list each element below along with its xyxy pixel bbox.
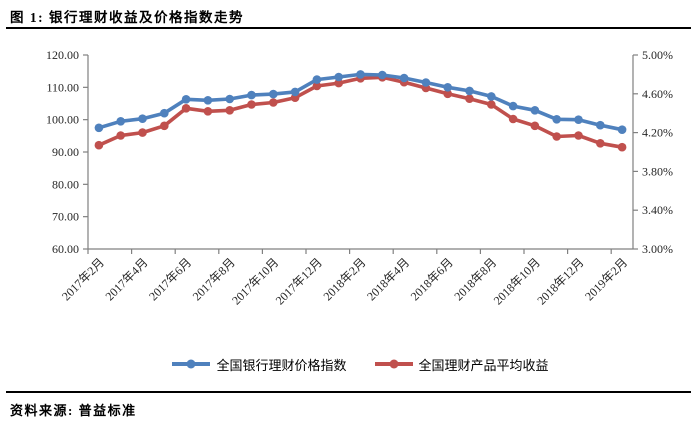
data-point-marker [203, 96, 213, 105]
legend-dot-average-yield-icon [389, 359, 398, 369]
data-point-marker [312, 81, 322, 91]
data-point-marker [443, 89, 453, 99]
chart-legend: 全国银行理财价格指数 全国理财产品平均收益 [88, 353, 633, 375]
data-point-marker [181, 95, 191, 104]
x-axis-tick-label: 2018年4月 [364, 255, 412, 303]
data-point-marker [160, 108, 169, 118]
data-point-marker [443, 83, 453, 92]
x-axis-tick-label: 2017年12月 [273, 255, 325, 307]
data-point-marker [508, 114, 518, 124]
legend-label-average-yield: 全国理财产品平均收益 [418, 357, 549, 373]
data-point-marker [465, 94, 474, 103]
y-axis-right-tick-label: 4.60% [642, 87, 673, 101]
y-axis-right-tick-label: 5.00% [642, 48, 673, 62]
x-axis-tick-label: 2018年12月 [534, 255, 586, 307]
data-point-marker [290, 87, 300, 97]
data-point-marker [94, 123, 104, 133]
y-axis-left-tick-label: 70.00 [52, 210, 79, 224]
data-point-marker [269, 89, 278, 99]
y-axis-left: 120.00 110.00 100.00 90.00 80.00 70.00 60.00 [46, 48, 88, 256]
x-axis-tick-label: 2018年2月 [321, 255, 369, 303]
legend-marker-average-yield-icon [374, 359, 413, 369]
y-axis-left-tick-label: 90.00 [52, 145, 79, 159]
data-point-marker [421, 78, 431, 87]
y-axis-right: 5.00% 4.60% 4.20% 3.80% 3.40% 3.00% [633, 48, 673, 256]
data-point-marker [138, 128, 147, 137]
legend-dot-price-index-icon [186, 359, 196, 369]
data-point-marker [487, 92, 496, 101]
series-average-yield [94, 73, 627, 152]
legend-item-average-yield: 全国理财产品平均收益 [374, 355, 549, 374]
data-point-marker [334, 78, 344, 88]
dual-axis-line-chart: 120.00 110.00 100.00 90.00 80.00 70.00 60.00 5.… [46, 48, 673, 308]
y-axis-left-tick-label: 60.00 [52, 242, 79, 256]
data-point-marker [160, 121, 169, 131]
data-point-marker [247, 90, 256, 100]
data-point-marker [225, 94, 234, 104]
axes [87, 55, 634, 250]
y-axis-right-tick-label: 4.20% [642, 126, 673, 140]
data-point-marker [334, 72, 344, 82]
legend-marker-price-index-icon [172, 359, 211, 369]
data-point-marker [552, 132, 561, 141]
data-point-marker [530, 121, 540, 131]
data-point-marker [487, 100, 496, 109]
figure-title: 图 1: 银行理财收益及价格指数走势 [10, 10, 244, 25]
x-axis-tick-label: 2017年6月 [146, 255, 194, 303]
x-axis: 2017年2月2017年4月2017年6月2017年8月2017年10月2017… [59, 249, 630, 308]
x-axis-tick-label: 2017年4月 [103, 255, 151, 303]
data-point-marker [116, 131, 125, 140]
series-line [97, 72, 624, 132]
data-point-marker [312, 75, 322, 84]
legend-label-price-index: 全国银行理财价格指数 [216, 357, 347, 373]
data-point-marker [356, 70, 365, 79]
x-axis-tick-label: 2018年6月 [408, 255, 456, 303]
data-point-marker [574, 131, 583, 140]
data-point-marker [138, 114, 147, 123]
title-divider-rule [6, 27, 691, 29]
x-axis-tick-label: 2017年2月 [59, 255, 107, 303]
data-point-marker [378, 70, 387, 80]
data-point-marker [247, 100, 256, 109]
series-price-index [94, 70, 627, 134]
data-point-marker [508, 101, 518, 111]
data-point-marker [269, 98, 278, 107]
data-point-marker [465, 86, 474, 96]
data-point-marker [596, 139, 605, 148]
data-point-marker [530, 106, 540, 115]
y-axis-right-tick-label: 3.40% [642, 203, 673, 217]
data-point-marker [552, 115, 561, 124]
y-axis-left-tick-label: 120.00 [46, 48, 79, 62]
y-axis-right-tick-label: 3.80% [642, 164, 673, 178]
legend-item-price-index: 全国银行理财价格指数 [172, 355, 347, 374]
data-point-marker [203, 107, 213, 116]
data-point-marker [574, 115, 583, 124]
y-axis-right-tick-label: 3.00% [642, 242, 673, 256]
data-point-marker [94, 140, 104, 150]
footer-divider-rule [6, 391, 691, 393]
data-point-marker [596, 120, 605, 130]
data-point-marker [225, 106, 234, 115]
source-note: 资料来源: 普益标准 [10, 403, 137, 418]
data-point-marker [181, 104, 191, 113]
y-axis-left-tick-label: 110.00 [46, 80, 79, 94]
y-axis-left-tick-label: 80.00 [52, 177, 79, 191]
y-axis-left-tick-label: 100.00 [46, 113, 79, 127]
data-point-marker [617, 125, 627, 134]
data-point-marker [116, 117, 125, 126]
data-point-marker [617, 142, 627, 152]
data-point-marker [399, 73, 409, 83]
x-axis-tick-label: 2019年2月 [582, 255, 630, 303]
